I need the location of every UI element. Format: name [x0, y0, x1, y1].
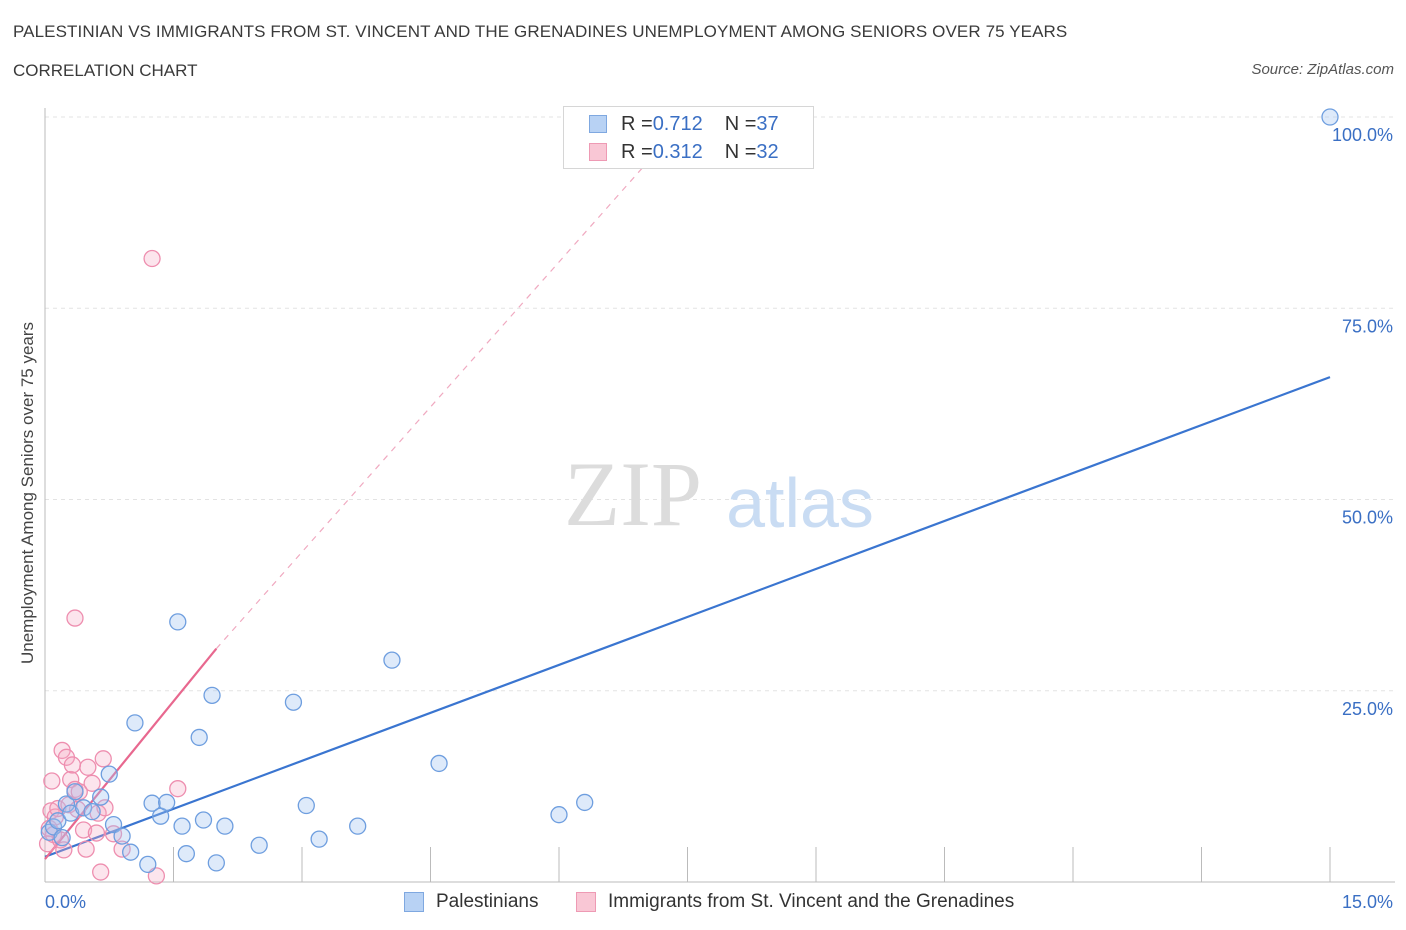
data-point-immigrants	[94, 750, 112, 768]
legend-item-immigrants[interactable]: Immigrants from St. Vincent and the Gren…	[576, 889, 1014, 915]
data-point-palestinians	[207, 854, 225, 872]
data-point-palestinians	[1321, 108, 1339, 126]
data-point-palestinians	[430, 754, 448, 773]
data-point-palestinians	[143, 794, 161, 812]
data-point-palestinians	[57, 795, 76, 813]
data-point-palestinians	[139, 855, 157, 874]
data-point-palestinians	[349, 817, 367, 835]
chart-title: PALESTINIAN VS IMMIGRANTS FROM ST. VINCE…	[13, 22, 1068, 41]
y-tick-label: 50.0%	[1342, 508, 1393, 528]
data-point-immigrants	[77, 840, 95, 858]
axes	[44, 108, 1395, 883]
tick-labels: 25.0% 50.0% 75.0% 100.0% 0.0% 15.0%	[45, 125, 1393, 912]
trend-lines	[44, 116, 1331, 860]
data-point-palestinians	[126, 714, 144, 732]
watermark: ZIP atlas	[564, 443, 874, 545]
data-point-palestinians	[49, 812, 67, 830]
legend-swatch-pink	[589, 143, 607, 161]
data-point-palestinians	[576, 793, 594, 812]
data-point-palestinians	[157, 793, 176, 812]
data-point-immigrants	[169, 780, 187, 798]
data-point-palestinians	[66, 783, 84, 801]
data-point-palestinians	[100, 765, 118, 783]
data-points	[38, 108, 1339, 885]
data-point-palestinians	[122, 843, 140, 861]
data-point-palestinians	[74, 799, 93, 817]
data-point-palestinians	[92, 788, 110, 806]
trend-line-immigrants-extended	[215, 116, 688, 650]
data-point-palestinians	[173, 817, 191, 835]
data-point-immigrants	[92, 863, 110, 881]
legend-r-label: R =	[621, 112, 653, 135]
legend-n-value: 32	[756, 140, 779, 163]
y-tick-label: 25.0%	[1342, 699, 1393, 719]
legend-r-label: R =	[621, 140, 653, 163]
legend-label: Immigrants from St. Vincent and the Gren…	[608, 891, 1015, 912]
data-point-immigrants	[66, 609, 84, 627]
data-point-immigrants	[49, 799, 67, 818]
data-point-immigrants	[96, 799, 114, 817]
data-point-palestinians	[203, 686, 221, 704]
stats-legend: R = 0.712 N = 37 R = 0.312 N = 32	[563, 106, 814, 169]
data-point-palestinians	[83, 802, 101, 821]
data-point-immigrants	[87, 824, 106, 842]
data-point-immigrants	[74, 821, 93, 839]
data-point-palestinians	[53, 828, 71, 847]
legend-n-label: N =	[724, 112, 757, 135]
legend-swatch-pink	[576, 892, 596, 912]
y-tick-label: 75.0%	[1342, 316, 1393, 336]
legend-r-value: 0.312	[652, 140, 703, 163]
data-point-palestinians	[177, 845, 196, 863]
watermark-zip: ZIP	[564, 443, 702, 545]
data-point-palestinians	[550, 806, 568, 824]
data-point-immigrants	[70, 783, 88, 801]
chart-subtitle: CORRELATION CHART	[13, 61, 198, 80]
data-point-palestinians	[250, 836, 268, 854]
data-point-immigrants	[79, 758, 97, 776]
data-point-palestinians	[190, 728, 208, 747]
data-point-palestinians	[62, 804, 80, 822]
data-point-palestinians	[216, 817, 234, 835]
x-tick-label: 0.0%	[45, 892, 86, 912]
trend-line-immigrants	[44, 647, 218, 860]
legend-row-palestinians: R = 0.712 N = 37	[589, 113, 779, 135]
data-point-immigrants	[43, 772, 61, 790]
source-label: Source: ZipAtlas.com	[1251, 61, 1394, 78]
data-point-palestinians	[113, 827, 131, 845]
legend-n-value: 37	[756, 112, 779, 135]
data-point-immigrants	[147, 867, 166, 885]
y-tick-label: 100.0%	[1332, 125, 1393, 145]
data-point-palestinians	[284, 693, 303, 711]
data-point-palestinians	[310, 830, 328, 848]
watermark-atlas: atlas	[726, 464, 874, 542]
legend-label: Palestinians	[436, 891, 539, 912]
legend-item-palestinians[interactable]: Palestinians	[404, 889, 538, 915]
x-tick-label: 15.0%	[1342, 892, 1393, 912]
data-point-palestinians	[383, 651, 401, 669]
data-point-immigrants	[143, 249, 161, 268]
data-point-immigrants	[63, 756, 82, 774]
legend-r-value: 0.712	[652, 112, 703, 135]
legend-swatch-blue	[589, 115, 607, 133]
data-point-immigrants	[83, 774, 101, 792]
legend-row-immigrants: R = 0.312 N = 32	[589, 141, 779, 163]
data-point-palestinians	[194, 811, 213, 829]
trend-line-palestinians	[44, 376, 1331, 858]
data-point-palestinians	[169, 613, 187, 631]
y-axis-label: Unemployment Among Seniors over 75 years	[18, 321, 37, 665]
legend-swatch-blue	[404, 892, 424, 912]
data-point-palestinians	[104, 815, 123, 834]
data-point-palestinians	[297, 796, 315, 815]
legend-n-label: N =	[724, 140, 757, 163]
